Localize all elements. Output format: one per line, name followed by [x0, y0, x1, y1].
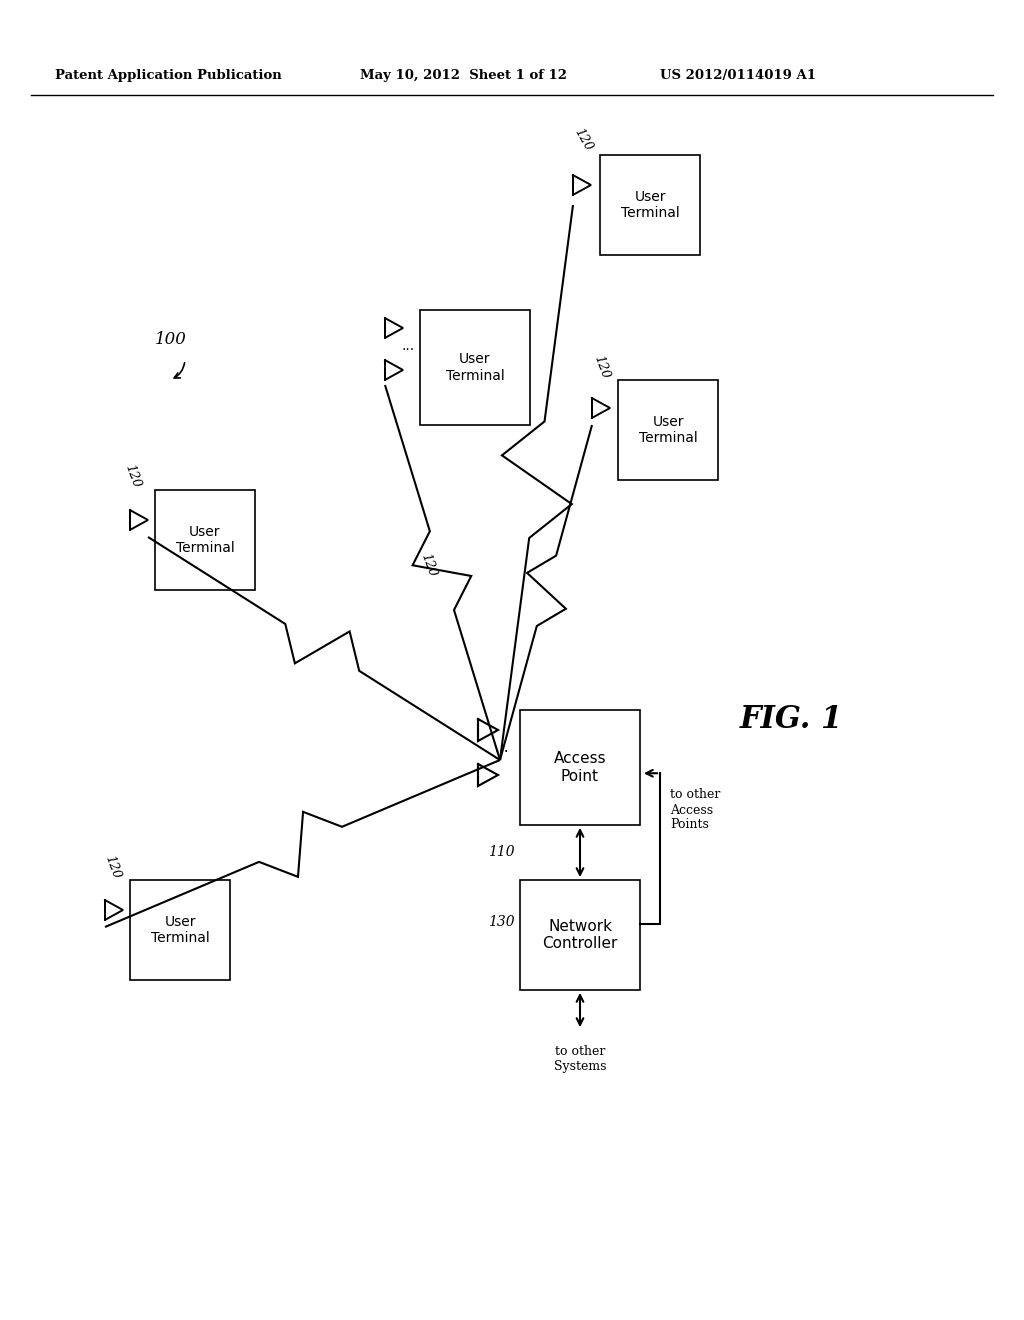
Text: Patent Application Publication: Patent Application Publication — [55, 69, 282, 82]
Bar — [600, 154, 700, 255]
Text: ···: ··· — [401, 343, 415, 356]
Text: May 10, 2012  Sheet 1 of 12: May 10, 2012 Sheet 1 of 12 — [360, 69, 567, 82]
Bar — [155, 490, 255, 590]
Text: to other
Access
Points: to other Access Points — [670, 788, 720, 832]
Text: 120: 120 — [102, 854, 123, 880]
Bar — [420, 310, 530, 425]
Bar — [618, 380, 718, 480]
Bar — [520, 710, 640, 825]
Text: 130: 130 — [488, 915, 515, 929]
Text: User
Terminal: User Terminal — [639, 414, 697, 445]
Text: US 2012/0114019 A1: US 2012/0114019 A1 — [660, 69, 816, 82]
Text: Network
Controller: Network Controller — [543, 919, 617, 952]
Text: 120: 120 — [571, 125, 595, 153]
Text: 110: 110 — [488, 845, 515, 859]
Text: 100: 100 — [155, 331, 186, 348]
Text: Access
Point: Access Point — [554, 751, 606, 784]
Text: 120: 120 — [418, 552, 438, 579]
Text: FIG. 1: FIG. 1 — [740, 705, 843, 735]
Bar — [130, 880, 230, 979]
Bar — [520, 880, 640, 990]
Text: User
Terminal: User Terminal — [176, 525, 234, 556]
Text: 120: 120 — [592, 354, 612, 381]
Text: ···: ··· — [495, 744, 509, 759]
Text: to other
Systems: to other Systems — [554, 1045, 606, 1073]
Text: User
Terminal: User Terminal — [621, 190, 679, 220]
Text: 120: 120 — [123, 463, 143, 490]
Text: User
Terminal: User Terminal — [445, 352, 505, 383]
Text: User
Terminal: User Terminal — [151, 915, 209, 945]
